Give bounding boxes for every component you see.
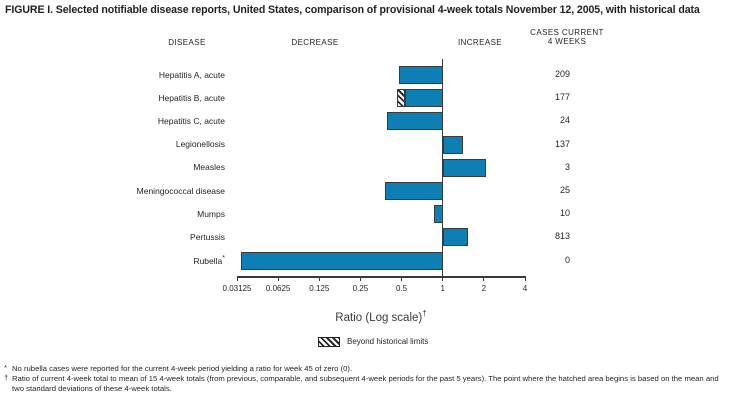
cases-header-line2: 4 WEEKS	[547, 37, 587, 46]
x-axis-tick-label: 0.03125	[222, 284, 252, 293]
beyond-historical-limits-segment	[396, 89, 406, 108]
x-axis-tick-label: 0.125	[309, 284, 330, 293]
cases-current-value: 0	[564, 254, 570, 265]
ratio-bar	[241, 251, 443, 270]
ratio-bar	[399, 66, 443, 84]
x-axis-tick	[524, 276, 526, 281]
column-header-increase: INCREASE	[457, 38, 503, 47]
disease-label: Mumps	[197, 208, 225, 219]
x-axis-tick	[236, 276, 238, 281]
ratio-bar	[442, 228, 468, 247]
ratio-bar	[405, 89, 443, 108]
ratio-bar	[385, 182, 443, 200]
cases-header-line1: CASES CURRENT	[530, 28, 604, 37]
x-axis-tick-label: 2	[481, 284, 487, 293]
footnote-dagger-marker: †	[4, 373, 9, 383]
ratio-bar	[442, 158, 487, 177]
x-axis-title-text: Ratio (Log scale)	[335, 311, 423, 324]
x-axis-line	[237, 276, 526, 278]
x-axis-tick	[401, 276, 403, 281]
x-axis-tick	[359, 276, 361, 281]
x-axis-tick-label: 0.25	[352, 284, 369, 293]
disease-label: Hepatitis A, acute	[158, 69, 225, 80]
cases-current-value: 24	[559, 115, 570, 126]
cases-current-value: 177	[554, 92, 570, 103]
disease-label: Pertussis	[190, 231, 225, 242]
x-axis-tick-label: 1	[440, 284, 445, 293]
column-header-cases-current-4-weeks: CASES CURRENT 4 WEEKS	[507, 28, 627, 46]
footnote-dagger-text: Ratio of current 4-week total to mean of…	[12, 374, 719, 394]
cases-current-value: 137	[554, 138, 570, 149]
x-axis-tick	[318, 276, 320, 281]
x-axis-tick	[277, 276, 279, 281]
footnote-rubella: * No rubella cases were reported for the…	[4, 363, 728, 374]
cases-current-value: 25	[559, 185, 570, 195]
column-header-decrease: DECREASE	[291, 38, 339, 47]
x-axis-tick-label: 0.5	[396, 284, 408, 293]
baseline-axis-line	[441, 59, 444, 277]
x-axis-tick	[442, 276, 444, 281]
x-axis-title-dagger: †	[422, 309, 427, 318]
ratio-bar	[386, 112, 443, 131]
footnote-ratio-definition: † Ratio of current 4-week total to mean …	[4, 373, 728, 394]
x-axis-tick-label: 4	[522, 284, 528, 293]
disease-label: Hepatitis C, acute	[157, 115, 225, 126]
legend-label: Beyond historical limits	[347, 337, 429, 346]
cases-current-value: 209	[554, 69, 570, 79]
disease-label: Meningococcal disease	[136, 185, 225, 196]
disease-label-marker: *	[222, 255, 225, 263]
ratio-bar	[442, 135, 463, 154]
cases-current-value: 813	[554, 231, 570, 242]
footnotes: * No rubella cases were reported for the…	[4, 363, 728, 394]
legend-hatch-swatch	[318, 337, 340, 347]
footnote-asterisk-marker: *	[4, 363, 7, 372]
cases-current-value: 10	[559, 208, 570, 219]
disease-label: Hepatitis B, acute	[158, 92, 225, 103]
figure-title: FIGURE I. Selected notifiable disease re…	[5, 4, 700, 16]
disease-label: Rubella*	[193, 255, 225, 266]
x-axis-tick	[483, 276, 485, 281]
x-axis-title: Ratio (Log scale)†	[237, 309, 525, 324]
cases-current-value: 3	[564, 161, 570, 172]
column-header-disease: DISEASE	[168, 38, 206, 47]
disease-label: Measles	[193, 162, 225, 173]
x-axis-tick-label: 0.0625	[265, 284, 291, 293]
footnote-asterisk-text: No rubella cases were reported for the c…	[12, 364, 353, 373]
disease-label: Legionellosis	[175, 139, 225, 150]
